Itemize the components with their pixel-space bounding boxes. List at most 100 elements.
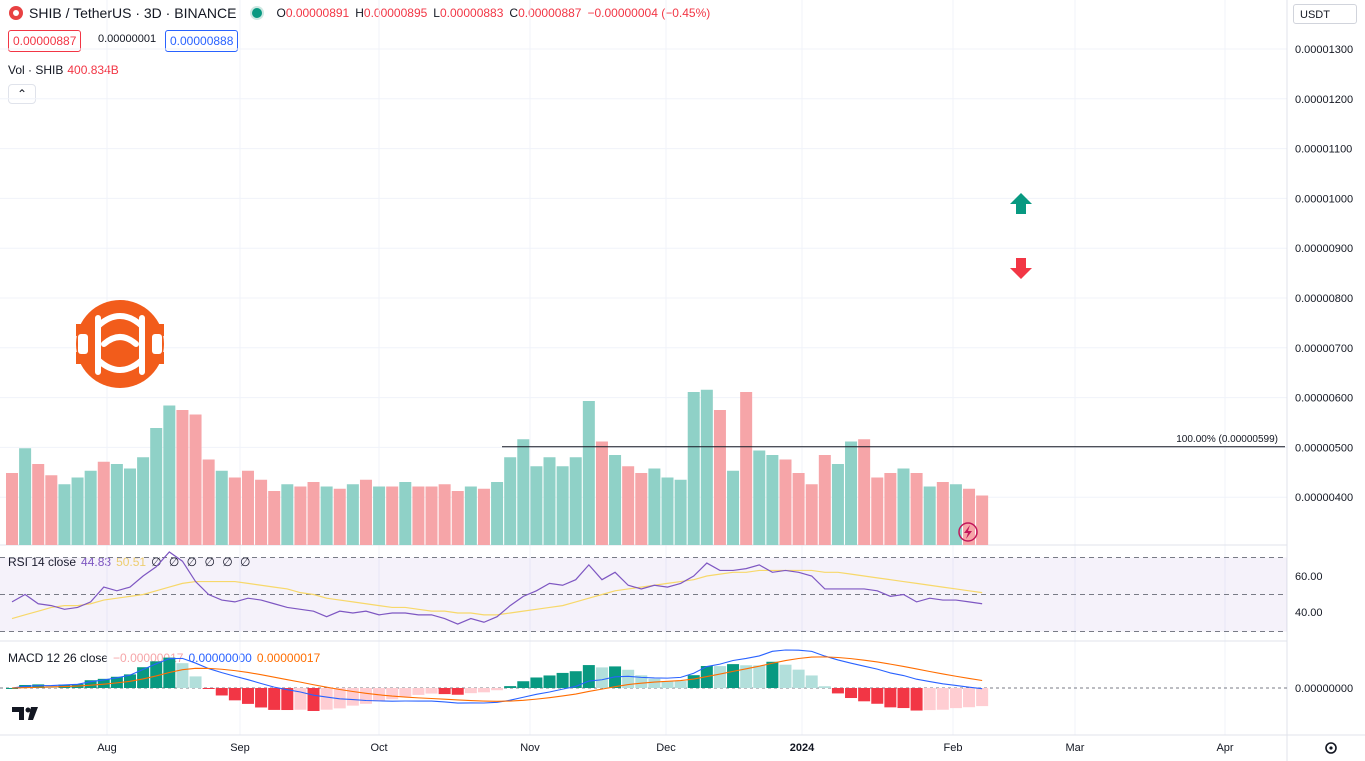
volume-bar — [189, 414, 202, 545]
macd-histogram-bar — [635, 675, 648, 688]
chevron-up-icon: ⌃ — [16, 87, 28, 101]
macd-histogram-bar — [202, 688, 215, 689]
macd-histogram-bar — [818, 686, 831, 688]
volume-bar — [477, 488, 490, 545]
lightning-icon — [958, 522, 978, 542]
volume-bar — [556, 466, 569, 545]
coin-logo-icon — [76, 300, 164, 388]
macd-histogram-bar — [753, 665, 766, 688]
volume-bar — [333, 488, 346, 545]
sell-button[interactable]: 0.00000887 — [8, 30, 82, 52]
volume-bar — [97, 461, 110, 545]
macd-line — [11, 649, 983, 704]
currency-selector[interactable]: USDT — [1293, 4, 1357, 24]
volume-bar — [307, 482, 320, 545]
price-change: −0.00000004 (−0.45%) — [587, 6, 711, 20]
volume-bar — [202, 459, 215, 545]
symbol-title[interactable]: SHIB / TetherUS · 3D · BINANCE — [29, 5, 237, 21]
volume-bar — [438, 484, 451, 545]
time-axis-label: Mar — [1066, 742, 1085, 754]
macd-histogram-bar — [595, 667, 608, 688]
ohlc-open: O0.00000891 — [276, 6, 350, 20]
price-axis-label: 0.00000400 — [1295, 492, 1353, 504]
volume-bar — [425, 486, 438, 545]
volume-bar — [386, 486, 399, 545]
volume-bar — [727, 470, 740, 545]
macd-histogram-bar — [543, 675, 556, 688]
volume-bar — [766, 455, 779, 545]
volume-bar — [845, 441, 858, 545]
macd-histogram-bar — [713, 666, 726, 688]
macd-histogram-bar — [963, 688, 976, 708]
buy-button[interactable]: 0.00000888 — [165, 30, 239, 52]
symbol-header: SHIB / TetherUS · 3D · BINANCE O0.000008… — [8, 5, 710, 21]
macd-histogram-bar — [215, 688, 228, 696]
volume-bar — [779, 459, 792, 545]
price-axis-label: 0.00001200 — [1295, 94, 1353, 106]
macd-histogram-bar — [845, 688, 858, 699]
tradingview-logo-icon — [12, 707, 38, 720]
macd-axis-label: 0.00000000 — [1295, 683, 1353, 695]
macd-histogram-bar — [727, 664, 740, 688]
volume-bar — [831, 464, 844, 545]
volume-bar — [123, 468, 136, 545]
macd-histogram-bar — [661, 680, 674, 688]
volume-bar — [451, 491, 464, 545]
volume-bar — [412, 486, 425, 545]
volume-bar — [700, 389, 713, 545]
volume-bar — [19, 448, 32, 545]
macd-histogram-bar — [241, 688, 254, 704]
rsi-legend: RSI 14 close 44.83 50.51 ∅ ∅ ∅ ∅ ∅ ∅ — [8, 555, 253, 569]
volume-bar — [320, 486, 333, 545]
macd-histogram-bar — [949, 688, 962, 709]
price-axis-label: 0.00000600 — [1295, 393, 1353, 405]
price-axis-label: 0.00001000 — [1295, 193, 1353, 205]
time-axis-label: Aug — [97, 742, 117, 754]
time-axis-label: Sep — [230, 742, 250, 754]
volume-bar — [6, 473, 18, 545]
time-axis-label: Feb — [944, 742, 963, 754]
time-axis-label: Apr — [1216, 742, 1233, 754]
price-axis-label: 0.00000900 — [1295, 243, 1353, 255]
volume-bar — [897, 468, 910, 545]
volume-bar — [818, 455, 831, 545]
volume-bar — [569, 457, 582, 545]
volume-bar — [871, 477, 884, 545]
macd-histogram-bar — [176, 663, 189, 688]
volume-bar — [648, 468, 661, 545]
macd-histogram-bar — [792, 669, 805, 688]
macd-histogram-bar — [884, 688, 897, 708]
volume-bar — [543, 457, 556, 545]
ohlc-low: L0.00000883 — [433, 6, 504, 20]
macd-histogram-bar — [268, 688, 281, 710]
macd-histogram-bar — [582, 665, 595, 688]
ohlc-high: H0.00000895 — [355, 6, 428, 20]
macd-histogram-bar — [386, 688, 399, 700]
market-status-icon — [252, 8, 263, 18]
volume-bar — [792, 473, 805, 545]
price-axis-label: 0.00001100 — [1295, 144, 1352, 156]
volume-bar — [517, 439, 530, 545]
price-axis-label: 0.00000800 — [1295, 293, 1353, 305]
macd-histogram-bar — [674, 681, 687, 688]
volume-bar — [595, 441, 608, 545]
macd-histogram-bar — [805, 675, 818, 688]
rsi-axis-label: 40.00 — [1295, 607, 1323, 619]
macd-histogram-bar — [281, 688, 294, 711]
macd-histogram-bar — [333, 688, 346, 709]
volume-bar — [713, 410, 726, 545]
gear-icon — [1325, 742, 1337, 754]
macd-histogram-bar — [150, 661, 163, 688]
collapse-legend-button[interactable]: ⌃ — [8, 84, 36, 104]
macd-histogram-bar — [556, 672, 569, 688]
volume-bar — [255, 479, 268, 545]
volume-bar — [399, 482, 412, 545]
volume-bar — [84, 470, 97, 545]
macd-histogram-bar — [6, 688, 18, 689]
macd-histogram-bar — [137, 667, 150, 688]
arrow-down-icon — [1010, 258, 1032, 279]
macd-histogram-bar — [936, 688, 949, 710]
macd-histogram-bar — [530, 677, 543, 688]
volume-bar — [150, 428, 163, 545]
